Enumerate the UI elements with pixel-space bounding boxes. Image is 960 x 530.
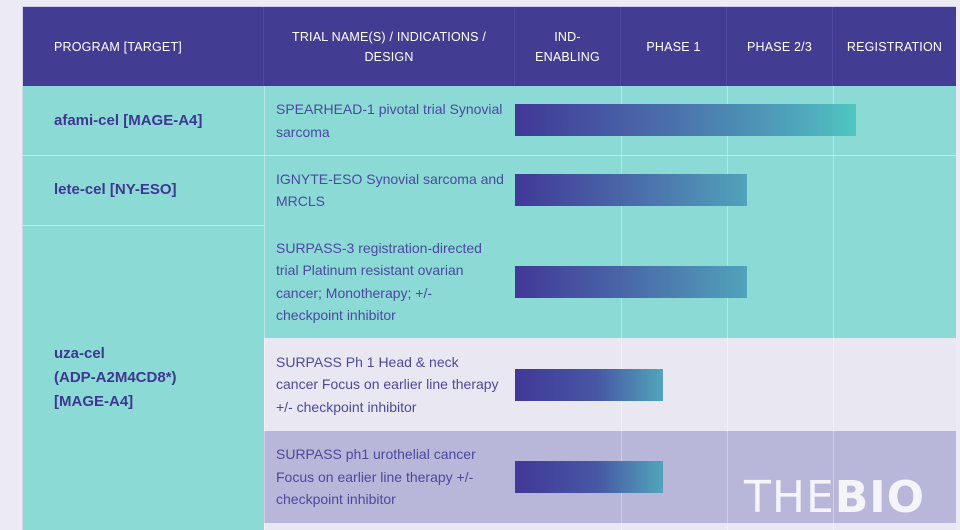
row-next [264, 523, 956, 530]
col-divider [833, 86, 834, 530]
program-uza: uza-cel (ADP-A2M4CD8*) [MAGE-A4] [22, 225, 264, 530]
trial-ignyte: IGNYTE-ESO Synovial sarcoma and MRCLS [276, 155, 518, 225]
col-divider [264, 86, 265, 530]
trial-text: SURPASS ph1 urothelial cancer Focus on e… [276, 446, 476, 508]
program-afami: afami-cel [MAGE-A4] [22, 86, 264, 155]
program-code: (ADP-A2M4CD8*) [54, 368, 177, 386]
trial-text: SPEARHEAD-1 pivotal trial Synovial sarco… [276, 101, 503, 140]
top-border [22, 6, 956, 7]
trial-text: IGNYTE-ESO Synovial sarcoma and MRCLS [276, 170, 504, 210]
row-divider [22, 155, 956, 156]
trial-surpass-hn: SURPASS Ph 1 Head & neck cancer Focus on… [276, 338, 502, 431]
watermark-part1: THE [744, 472, 835, 523]
trial-surpass3: SURPASS-3 registration-directed trial Pl… [276, 225, 502, 338]
header-registration: REGISTRATION [846, 39, 943, 54]
watermark-part2: BIO [834, 472, 926, 523]
progress-bar-ignyte [515, 174, 747, 206]
program-name: lete-cel [NY-ESO] [54, 181, 177, 198]
progress-bar-spearhead [515, 104, 856, 136]
table-header: PROGRAM [TARGET] TRIAL NAME(S) / INDICAT… [22, 7, 956, 86]
program-name: afami-cel [MAGE-A4] [54, 111, 203, 129]
col-divider [621, 86, 622, 530]
row-uza-program [22, 225, 264, 530]
program-target: [MAGE-A4] [54, 392, 134, 410]
program-lete: lete-cel [NY-ESO] [22, 155, 264, 225]
thebio-watermark-logo: THEBIO [744, 476, 925, 520]
header-phase1: PHASE 1 [621, 7, 727, 86]
trial-text: SURPASS Ph 1 Head & neck cancer Focus on… [276, 353, 499, 415]
pipeline-table: PROGRAM [TARGET] TRIAL NAME(S) / INDICAT… [22, 6, 956, 530]
trial-spearhead: SPEARHEAD-1 pivotal trial Synovial sarco… [276, 86, 518, 155]
progress-bar-surpass3 [515, 266, 747, 298]
header-trial: TRIAL NAME(S) / INDICATIONS / DESIGN [264, 7, 515, 86]
row-lete [22, 155, 956, 225]
progress-bar-surpass-hn [515, 369, 663, 401]
col-divider [727, 86, 728, 530]
trial-text: SURPASS-3 registration-directed trial Pl… [276, 239, 482, 324]
header-phase23: PHASE 2/3 [727, 7, 833, 86]
trial-surpass-uro: SURPASS ph1 urothelial cancer Focus on e… [276, 431, 502, 523]
left-border [22, 6, 23, 530]
header-program: PROGRAM [TARGET] [22, 7, 264, 86]
header-ind-enabling: IND-ENABLING [515, 7, 621, 86]
progress-bar-surpass-uro [515, 461, 663, 493]
program-name: uza-cel [54, 344, 105, 362]
